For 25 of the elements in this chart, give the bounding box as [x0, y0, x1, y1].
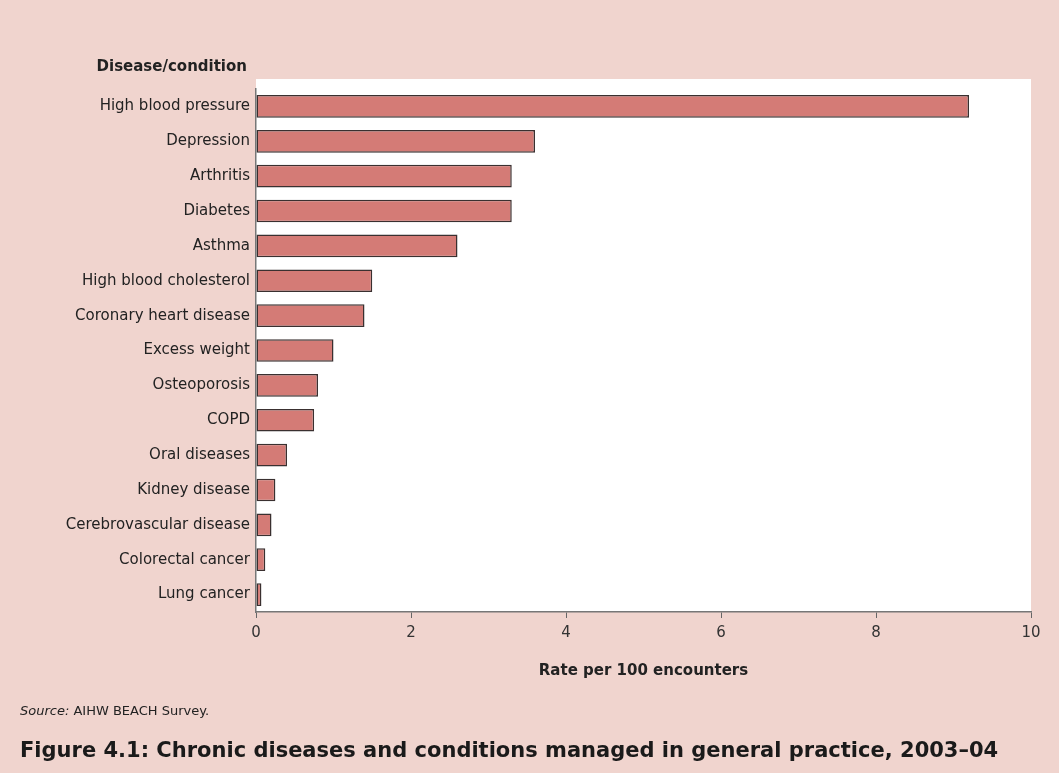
- y-tick-label: Oral diseases: [149, 444, 251, 463]
- y-tick-label: Diabetes: [183, 200, 251, 219]
- x-tick-label: 6: [716, 622, 726, 641]
- x-tick-label: 8: [871, 622, 881, 641]
- x-tick-label: 2: [406, 622, 416, 641]
- x-axis-title: Rate per 100 encounters: [538, 660, 749, 679]
- y-tick-label: Coronary heart disease: [75, 305, 250, 324]
- x-tick-label: 4: [561, 622, 571, 641]
- y-tick-label: Asthma: [192, 235, 250, 254]
- y-axis-title: Disease/condition: [96, 57, 247, 75]
- x-tick-label: 10: [1021, 622, 1041, 641]
- y-tick-label: Arthritis: [189, 166, 251, 185]
- y-tick-label: Osteoporosis: [152, 375, 251, 394]
- y-tick-label: High blood pressure: [99, 96, 250, 115]
- x-tick-label: 0: [251, 622, 261, 641]
- y-tick-label: Colorectal cancer: [119, 549, 251, 568]
- text: Figure 4.1: Chronic diseases and conditions managed in general practice, 2003–04: [20, 738, 999, 762]
- source-note: Source: AIHW BEACH Survey.: [20, 703, 210, 718]
- y-tick-label: Kidney disease: [137, 479, 250, 498]
- y-tick-label: Depression: [166, 131, 250, 150]
- y-tick-label: COPD: [207, 410, 250, 429]
- y-tick-label: High blood cholesterol: [81, 270, 250, 289]
- y-tick-label: Cerebrovascular disease: [65, 514, 250, 533]
- y-tick-label: Excess weight: [143, 340, 251, 359]
- y-tick-label: Lung cancer: [158, 584, 251, 603]
